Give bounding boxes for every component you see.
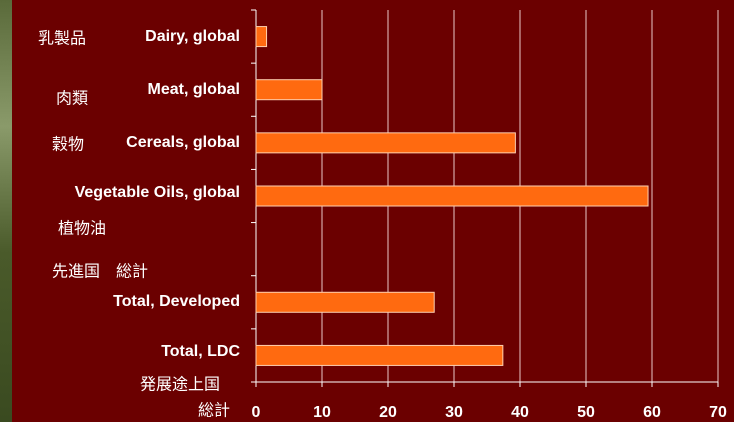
x-tick-label: 10 [313, 404, 331, 421]
y-tick-label: Dairy, global [145, 28, 240, 45]
x-tick-label: 70 [709, 404, 727, 421]
photo-edge [0, 0, 12, 422]
bar [255, 26, 268, 48]
y-tick-label: Cereals, global [126, 134, 240, 151]
bar [255, 79, 323, 101]
y-tick-label-ja: 穀物 [52, 135, 84, 154]
y-tick-label-ja: 植物油 [58, 219, 106, 238]
bar [255, 291, 435, 313]
x-tick-label: 40 [511, 404, 529, 421]
y-tick-label-ja: 発展途上国 [140, 375, 220, 394]
y-tick-label: Meat, global [148, 81, 240, 98]
x-tick-label: 50 [577, 404, 595, 421]
y-tick-label-ja: 乳製品 [38, 29, 86, 48]
x-tick-label: 30 [445, 404, 463, 421]
y-tick-label: Total, Developed [113, 293, 240, 310]
x-tick-label: 60 [643, 404, 661, 421]
y-tick-label: Total, LDC [161, 343, 240, 360]
x-tick-label: 20 [379, 404, 397, 421]
bar [255, 344, 504, 366]
bar [255, 132, 516, 154]
y-tick-label-ja: 総計 [198, 401, 230, 420]
y-tick-label-ja: 先進国 総計 [52, 262, 148, 281]
y-tick-label: Vegetable Oils, global [75, 184, 240, 201]
x-tick-label: 0 [252, 404, 261, 421]
y-tick-label-ja: 肉類 [56, 89, 88, 108]
bar [255, 185, 649, 207]
